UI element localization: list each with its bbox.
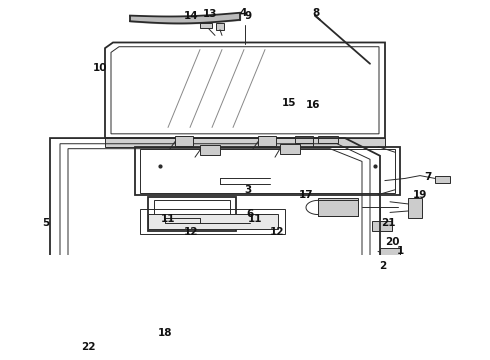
Text: 8: 8 [313,8,319,18]
Bar [148,214,278,229]
Text: 4: 4 [239,8,246,18]
Bar [295,136,313,143]
Text: 18: 18 [158,328,172,338]
Bar [155,294,210,311]
Text: 20: 20 [385,237,399,247]
Text: 16: 16 [306,100,320,110]
Text: 10: 10 [93,63,107,73]
Text: 15: 15 [282,98,296,108]
Text: 11: 11 [161,215,175,225]
Bar [135,147,400,195]
Text: 2: 2 [379,261,387,270]
Bar [280,144,300,154]
Text: 1: 1 [396,246,404,256]
Bar [216,23,224,30]
Bar [175,136,193,146]
Bar [105,138,385,147]
Text: 11: 11 [248,215,262,225]
Bar [200,23,212,28]
Text: 13: 13 [203,9,217,19]
Bar [372,221,392,231]
Bar [408,198,422,218]
Bar [435,176,450,183]
Text: 3: 3 [245,185,252,195]
Text: 17: 17 [299,190,313,200]
Text: 14: 14 [184,10,198,21]
Bar [140,209,285,234]
Text: 7: 7 [424,172,432,182]
Bar [162,299,202,307]
Text: 22: 22 [81,342,95,352]
Bar [258,136,276,146]
Text: 21: 21 [381,218,395,228]
Bar [318,136,338,143]
Bar [318,198,358,216]
Bar [200,145,220,155]
Bar [148,197,236,231]
Text: 9: 9 [245,10,251,21]
Bar [140,149,395,193]
Text: 12: 12 [184,226,198,237]
Bar [95,310,113,330]
Text: 19: 19 [413,190,427,200]
Text: 12: 12 [270,226,284,237]
Bar [154,201,230,227]
Text: 6: 6 [246,209,254,219]
Text: 5: 5 [42,218,49,228]
Bar [380,248,400,258]
